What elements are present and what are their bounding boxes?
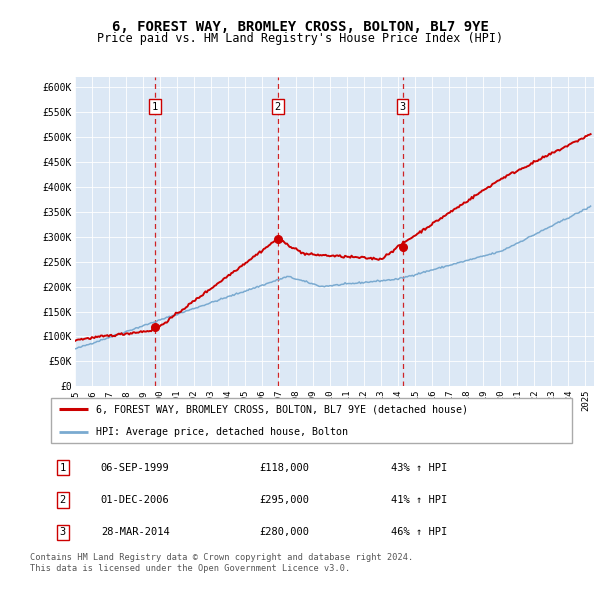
Text: 01-DEC-2006: 01-DEC-2006 (101, 495, 170, 505)
Text: 2: 2 (59, 495, 66, 505)
Text: 6, FOREST WAY, BROMLEY CROSS, BOLTON, BL7 9YE (detached house): 6, FOREST WAY, BROMLEY CROSS, BOLTON, BL… (95, 404, 467, 414)
Text: 1: 1 (152, 101, 158, 112)
Text: 46% ↑ HPI: 46% ↑ HPI (391, 527, 448, 537)
Text: 3: 3 (59, 527, 66, 537)
Text: 06-SEP-1999: 06-SEP-1999 (101, 463, 170, 473)
Text: 6, FOREST WAY, BROMLEY CROSS, BOLTON, BL7 9YE: 6, FOREST WAY, BROMLEY CROSS, BOLTON, BL… (112, 19, 488, 34)
Text: 3: 3 (400, 101, 406, 112)
Text: 1: 1 (59, 463, 66, 473)
Text: 2: 2 (275, 101, 281, 112)
Text: HPI: Average price, detached house, Bolton: HPI: Average price, detached house, Bolt… (95, 427, 347, 437)
Text: 43% ↑ HPI: 43% ↑ HPI (391, 463, 448, 473)
Text: £295,000: £295,000 (259, 495, 309, 505)
Text: 28-MAR-2014: 28-MAR-2014 (101, 527, 170, 537)
Text: £118,000: £118,000 (259, 463, 309, 473)
FancyBboxPatch shape (50, 398, 572, 443)
Text: Price paid vs. HM Land Registry's House Price Index (HPI): Price paid vs. HM Land Registry's House … (97, 32, 503, 45)
Text: £280,000: £280,000 (259, 527, 309, 537)
Text: Contains HM Land Registry data © Crown copyright and database right 2024.
This d: Contains HM Land Registry data © Crown c… (30, 553, 413, 573)
Text: 41% ↑ HPI: 41% ↑ HPI (391, 495, 448, 505)
